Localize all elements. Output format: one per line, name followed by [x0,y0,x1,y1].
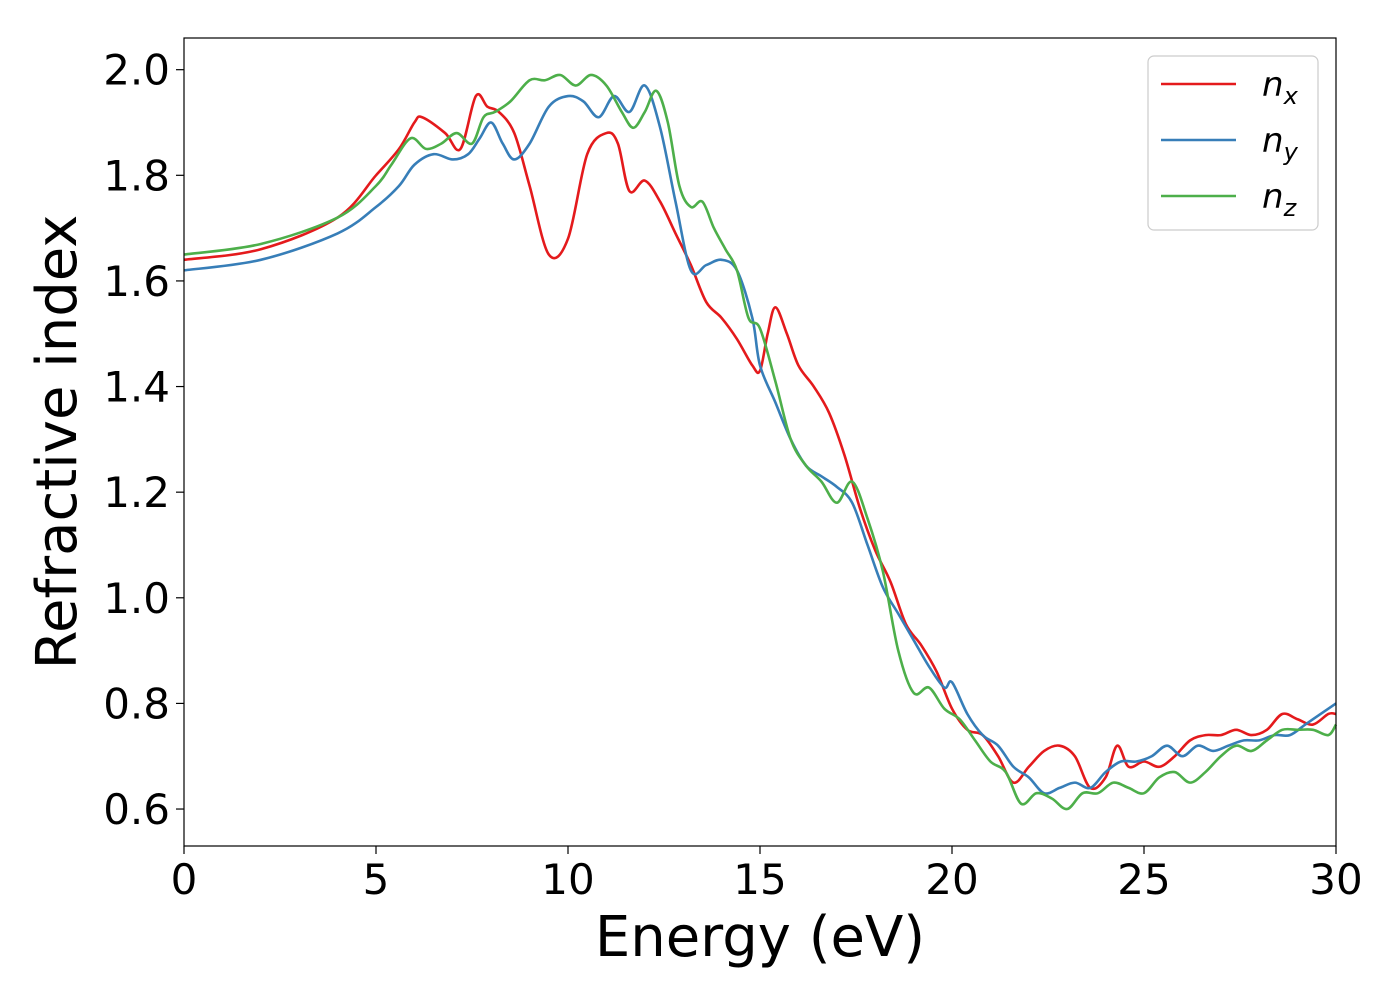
legend: nx ny nz [1147,55,1319,231]
ticks-layer: 0 5 10 15 20 25 30 0.6 0.8 1.0 1.2 1.4 1.6 1.8 2.0 [103,46,1363,904]
legend-label-x: nx [1262,65,1299,110]
series-layer [183,73,1338,811]
y-tick-label: 1.0 [103,574,170,623]
legend-label-y: ny [1262,121,1299,166]
legend-label-z: nz [1262,177,1298,222]
legend-box [1147,55,1319,231]
x-tick-label: 5 [363,855,390,904]
y-tick-label: 1.8 [103,151,170,200]
series-line-x [183,93,1337,791]
x-tick-label: 20 [925,855,978,904]
y-tick-label: 1.4 [103,363,170,412]
y-tick-label: 2.0 [103,46,170,95]
series-line-y [183,84,1337,795]
y-tick-label: 0.8 [103,679,170,728]
y-tick-label: 1.2 [103,468,170,517]
x-tick-label: 0 [171,855,198,904]
x-axis-title: Energy (eV) [595,905,925,970]
x-tick-label: 25 [1117,855,1170,904]
series-line-z [183,73,1338,811]
y-tick-label: 1.6 [103,257,170,306]
y-tick-label: 0.6 [103,785,170,834]
x-tick-label: 15 [733,855,786,904]
y-axis-title: Refractive index [25,215,90,670]
x-tick-label: 10 [541,855,594,904]
x-tick-label: 30 [1309,855,1362,904]
